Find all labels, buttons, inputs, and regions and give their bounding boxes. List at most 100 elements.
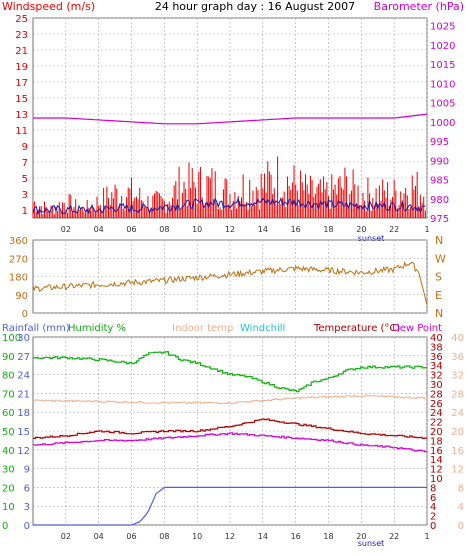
indoor-temp-tick-label: 24 (451, 408, 464, 419)
humidity-tick-label: 50 (2, 427, 15, 438)
rainfall-tick-label: 30 (17, 333, 30, 344)
compass-tick-label: E (435, 289, 442, 302)
rainfall-tick-label: 6 (24, 483, 30, 494)
temperature-tick-label: 34 (430, 361, 443, 372)
gust-line (32, 196, 426, 217)
indoor-temp-tick-label: 36 (451, 352, 464, 363)
rainfall-mm-line (33, 486, 427, 526)
windspeed-tick-label: 21 (15, 46, 28, 57)
temperature-tick-label: 14 (430, 455, 443, 466)
temperature-tick-label: 18 (430, 436, 443, 447)
rainfall-tick-label: 18 (17, 408, 30, 419)
windspeed-tick-label: 13 (15, 110, 28, 121)
temperature-tick-label: 38 (430, 342, 443, 353)
barometer-tick-label: 1025 (430, 22, 455, 33)
temperature-panel-xtick-label: 16 (291, 532, 301, 541)
temperature-tick-label: 40 (430, 333, 443, 344)
temperature-panel-xtick-label: 04 (94, 532, 104, 541)
temperature-tick-label: 2 (430, 512, 436, 523)
humidity-tick-label: 90 (2, 352, 15, 363)
rainfall-tick-label: 24 (17, 371, 30, 382)
legend-windchill: Windchill (240, 323, 285, 334)
wind-panel-xtick-label: 1 (424, 225, 429, 234)
indoor-temp-tick-label: 20 (451, 427, 464, 438)
windspeed-tick-label: 11 (15, 126, 28, 137)
windspeed-tick-label: 19 (15, 62, 28, 73)
rainfall-tick-label: 3 (24, 502, 30, 513)
wind-panel-xtick-label: 02 (61, 225, 71, 234)
windspeed-tick-label: 15 (15, 94, 28, 105)
barometer-tick-label: 1015 (430, 60, 455, 71)
indoor-temp-tick-label: 4 (458, 502, 464, 513)
temperature-tick-label: 26 (430, 399, 443, 410)
barometer-tick-label: 1020 (430, 41, 455, 52)
temperature-panel-xtick-label: 10 (192, 532, 202, 541)
sunset-label-bottom: sunset (358, 539, 385, 548)
legend-temperature: Temperature (°C) (313, 323, 400, 334)
temperature-tick-label: 10 (430, 474, 443, 485)
humidity-tick-label: 10 (2, 502, 15, 513)
temperature-panel-xtick-label: 14 (258, 532, 268, 541)
barometer-tick-label: 995 (430, 137, 449, 148)
rainfall-tick-label: 9 (24, 465, 30, 476)
rainfall-tick-label: 21 (17, 389, 30, 400)
direction-tick-label: 270 (9, 254, 28, 265)
sunset-label-top: sunset (358, 234, 385, 243)
temperature-tick-label: 8 (430, 483, 436, 494)
wind-panel-xtick-label: 16 (291, 225, 301, 234)
humidity-tick-label: 100 (2, 333, 21, 344)
temperature-panel-xtick-label: 1 (424, 532, 429, 541)
wind-panel-xtick-label: 04 (94, 225, 104, 234)
dew-point-line (33, 432, 428, 453)
humidity-tick-label: 80 (2, 371, 15, 382)
temperature-tick-label: 0 (430, 521, 436, 532)
humidity-tick-label: 30 (2, 465, 15, 476)
compass-tick-label: N (435, 234, 443, 247)
windspeed-tick-label: 5 (22, 174, 28, 185)
barometer-tick-label: 985 (430, 176, 449, 187)
temperature-tick-label: 20 (430, 427, 443, 438)
temperature-tick-label: 6 (430, 493, 436, 504)
temperature-panel-xtick-label: 12 (225, 532, 235, 541)
windspeed-tick-label: 23 (15, 30, 28, 41)
temperature-panel-xtick-label: 18 (323, 532, 333, 541)
windspeed-tick-label: 1 (22, 206, 28, 217)
temperature-panel-xtick-label: 20 (356, 532, 366, 541)
indoor-temp-tick-label: 32 (451, 371, 464, 382)
barometer-tick-label: 975 (430, 214, 449, 225)
direction-tick-label: 180 (9, 273, 28, 284)
wind-direction-line (32, 260, 428, 306)
rainfall-tick-label: 27 (17, 352, 30, 363)
wind-panel-xtick-label: 06 (126, 225, 136, 234)
windspeed-tick-label: 9 (22, 142, 28, 153)
humidity-tick-label: 60 (2, 408, 15, 419)
indoor-temp-tick-label: 28 (451, 389, 464, 400)
legend-humidity: Humidity % (68, 323, 126, 334)
barometer-tick-label: 990 (430, 156, 449, 167)
indoor-temp-tick-label: 12 (451, 465, 464, 476)
humidity-tick-label: 0 (2, 521, 8, 532)
wind-panel-xtick-label: 14 (258, 225, 268, 234)
temperature-tick-label: 4 (430, 502, 436, 513)
barometer-tick-label: 980 (430, 195, 449, 206)
humidity-tick-label: 20 (2, 483, 15, 494)
indoor-temp-tick-label: 40 (451, 333, 464, 344)
direction-tick-label: 360 (9, 236, 28, 247)
wind-panel-xtick-label: 10 (192, 225, 202, 234)
wind-panel-xtick-label: 12 (225, 225, 235, 234)
legend-indoor-temp: Indoor temp (172, 323, 233, 334)
wind-panel-xtick-label: 22 (389, 225, 399, 234)
wind-panel-xtick-label: 20 (356, 225, 366, 234)
barometer-line (33, 113, 428, 125)
humidity-tick-label: 70 (2, 389, 15, 400)
indoor-temp-tick-label: 0 (458, 521, 464, 532)
temperature-tick-label: 22 (430, 418, 443, 429)
rainfall-tick-label: 0 (24, 521, 30, 532)
temperature-tick-label: 30 (430, 380, 443, 391)
windspeed-tick-label: 17 (15, 78, 28, 89)
temperature-tick-label: 12 (430, 465, 443, 476)
temperature-panel-xtick-label: 08 (159, 532, 169, 541)
indoor-temp-tick-label: 16 (451, 446, 464, 457)
rainfall-tick-label: 12 (17, 446, 30, 457)
windspeed-axis-label: Windspeed (m/s) (2, 0, 95, 13)
